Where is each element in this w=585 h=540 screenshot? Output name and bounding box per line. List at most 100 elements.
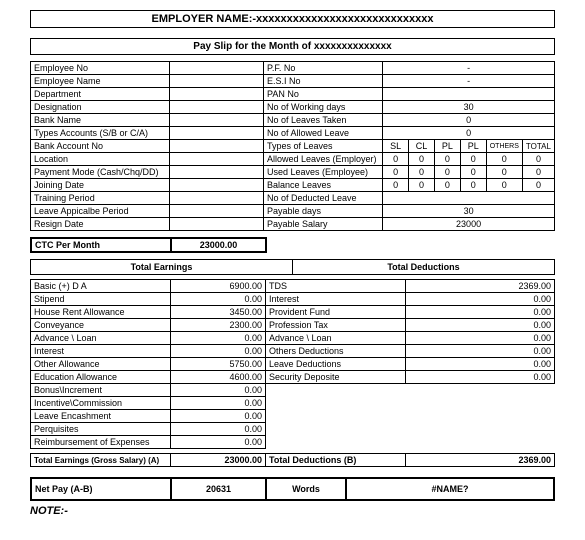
earning-value: 0.00 (171, 345, 266, 358)
netpay-table: Net Pay (A-B) 20631 Words #NAME? (30, 477, 555, 501)
earning-label: Advance \ Loan (31, 332, 171, 345)
earning-value: 0.00 (171, 384, 266, 397)
earning-label: Incentive\Commission (31, 397, 171, 410)
esi-value: - (383, 75, 555, 88)
acct-types-label: Types Accounts (S/B or C/A) (31, 127, 170, 140)
earning-label: House Rent Allowance (31, 306, 171, 319)
emp-no-label: Employee No (31, 62, 170, 75)
total-deductions-value: 2369.00 (406, 454, 555, 467)
deduction-label: Provident Fund (266, 306, 406, 319)
total-earnings-value: 23000.00 (171, 454, 266, 467)
deduction-value (406, 410, 555, 423)
netpay-label: Net Pay (A-B) (31, 478, 171, 500)
earning-value: 6900.00 (171, 280, 266, 293)
total-deductions-label: Total Deductions (B) (266, 454, 406, 467)
leaves-taken-value: 0 (383, 114, 555, 127)
used-emp-label: Used Leaves (Employee) (263, 166, 382, 179)
deduction-value: 0.00 (406, 345, 555, 358)
earning-value: 2300.00 (171, 319, 266, 332)
earning-value: 0.00 (171, 397, 266, 410)
leave-col-2: PL (434, 140, 460, 153)
deduction-label (266, 384, 406, 397)
payslip-label: Pay Slip for the Month of (193, 41, 311, 52)
payable-sal-value: 23000 (383, 218, 555, 231)
earning-label: Basic (+) D A (31, 280, 171, 293)
earning-label: Other Allowance (31, 358, 171, 371)
deduction-value: 0.00 (406, 332, 555, 345)
earning-value: 0.00 (171, 332, 266, 345)
leave-col-4: OTHERS (486, 140, 522, 153)
leave-col-1: CL (409, 140, 435, 153)
pan-label: PAN No (263, 88, 382, 101)
earning-value: 0.00 (171, 423, 266, 436)
deduction-label: Security Deposite (266, 371, 406, 384)
wdays-label: No of Working days (263, 101, 382, 114)
earning-label: Conveyance (31, 319, 171, 332)
earning-value: 0.00 (171, 410, 266, 423)
employer-value: xxxxxxxxxxxxxxxxxxxxxxxxxxxxx (256, 13, 433, 25)
info-table: Employee No P.F. No - Employee Name E.S.… (30, 61, 555, 231)
deduction-label: Advance \ Loan (266, 332, 406, 345)
earning-label: Leave Encashment (31, 410, 171, 423)
deduction-value: 0.00 (406, 358, 555, 371)
section-headers: Total Earnings Total Deductions (30, 259, 555, 275)
earning-value: 4600.00 (171, 371, 266, 384)
totals-table: Total Earnings (Gross Salary) (A) 23000.… (30, 453, 555, 467)
bank-name-label: Bank Name (31, 114, 170, 127)
deduction-value: 0.00 (406, 306, 555, 319)
leave-col-0: SL (383, 140, 409, 153)
resign-label: Resign Date (31, 218, 170, 231)
netpay-value: 20631 (171, 478, 266, 500)
payslip-month: xxxxxxxxxxxxxx (314, 41, 392, 52)
earning-label: Stipend (31, 293, 171, 306)
payable-days-value: 30 (383, 205, 555, 218)
deduction-value: 2369.00 (406, 280, 555, 293)
leave-app-label: Leave Appicalbe Period (31, 205, 170, 218)
employer-label: EMPLOYER NAME:- (152, 13, 257, 25)
deduction-label: Others Deductions (266, 345, 406, 358)
deduction-value (406, 397, 555, 410)
dept-label: Department (31, 88, 170, 101)
deduction-label (266, 436, 406, 449)
deductions-header: Total Deductions (293, 260, 555, 275)
allowed-emp-label: Allowed Leaves (Employer) (263, 153, 382, 166)
deduction-label: Interest (266, 293, 406, 306)
deduction-value: 0.00 (406, 293, 555, 306)
balance-label: Balance Leaves (263, 179, 382, 192)
note-label: NOTE:- (30, 505, 555, 517)
location-label: Location (31, 153, 170, 166)
words-value: #NAME? (346, 478, 554, 500)
deduction-label (266, 423, 406, 436)
earnings-header: Total Earnings (31, 260, 293, 275)
deduction-label (266, 397, 406, 410)
allowed-leave-value: 0 (383, 127, 555, 140)
leave-col-3: PL (460, 140, 486, 153)
deduction-value: 0.00 (406, 371, 555, 384)
earning-label: Reimbursement of Expenses (31, 436, 171, 449)
earning-label: Perquisites (31, 423, 171, 436)
earning-value: 3450.00 (171, 306, 266, 319)
employer-header: EMPLOYER NAME:-xxxxxxxxxxxxxxxxxxxxxxxxx… (30, 10, 555, 28)
words-label: Words (266, 478, 346, 500)
emp-name-label: Employee Name (31, 75, 170, 88)
wdays-value: 30 (383, 101, 555, 114)
earning-label: Bonus\Increment (31, 384, 171, 397)
earnings-deductions-table: Basic (+) D A6900.00TDS2369.00Stipend0.0… (30, 279, 555, 449)
leaves-taken-label: No of Leaves Taken (263, 114, 382, 127)
allowed-leave-label: No of Allowed Leave (263, 127, 382, 140)
payslip-header: Pay Slip for the Month of xxxxxxxxxxxxxx (30, 38, 555, 55)
desig-label: Designation (31, 101, 170, 114)
payable-days-label: Payable days (263, 205, 382, 218)
pay-mode-label: Payment Mode (Cash/Chq/DD) (31, 166, 170, 179)
join-date-label: Joining Date (31, 179, 170, 192)
earning-value: 5750.00 (171, 358, 266, 371)
deduction-label: Leave Deductions (266, 358, 406, 371)
deduction-label (266, 410, 406, 423)
pf-label: P.F. No (263, 62, 382, 75)
ctc-label: CTC Per Month (31, 238, 171, 252)
earning-value: 0.00 (171, 293, 266, 306)
leave-col-5: TOTAL (522, 140, 554, 153)
deduction-value (406, 436, 555, 449)
deducted-label: No of Deducted Leave (263, 192, 382, 205)
ctc-value: 23000.00 (171, 238, 266, 252)
